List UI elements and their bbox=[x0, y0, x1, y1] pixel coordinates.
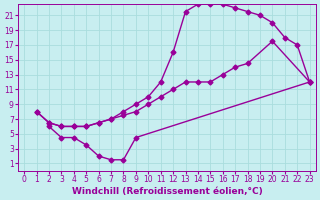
X-axis label: Windchill (Refroidissement éolien,°C): Windchill (Refroidissement éolien,°C) bbox=[72, 187, 262, 196]
